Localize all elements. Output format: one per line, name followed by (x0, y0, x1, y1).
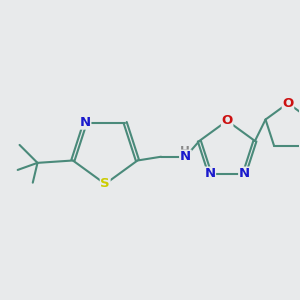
Text: S: S (100, 178, 110, 190)
Text: N: N (204, 167, 215, 180)
Text: N: N (239, 167, 250, 180)
Text: O: O (282, 97, 294, 110)
Text: N: N (80, 116, 91, 129)
Text: O: O (221, 114, 233, 127)
Text: H: H (180, 145, 190, 158)
Text: N: N (180, 150, 191, 163)
